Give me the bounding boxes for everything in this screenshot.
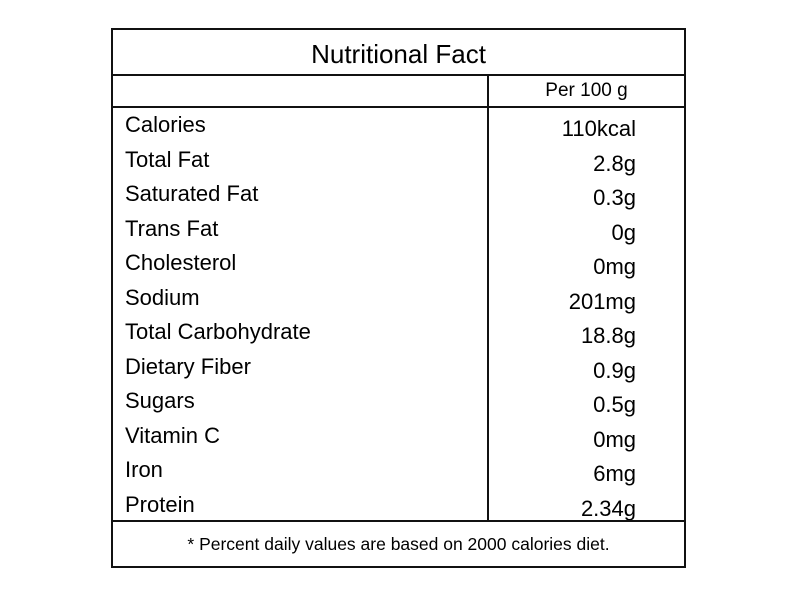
nutrient-row: Vitamin C 0mg [113,423,684,458]
nutrient-row: Cholesterol 0mg [113,250,684,285]
nutrient-name: Sodium [125,284,200,310]
nutrient-value: 0.3g [593,185,636,210]
nutrient-row: Saturated Fat 0.3g [113,181,684,216]
nutrient-value: 0.9g [593,357,636,383]
nutrient-name: Protein [125,491,195,517]
nutrient-row: Protein 2.34g [113,492,684,527]
nutrient-row: Sodium 201mg [113,285,684,320]
column-header: Per 100 g [545,80,628,101]
nutrient-value: 0mg [593,254,636,279]
table-title: Nutritional Fact [113,30,684,76]
nutrient-name: Iron [125,457,163,482]
nutrient-name: Sugars [125,388,195,413]
nutrient-value: 18.8g [580,323,636,348]
nutrition-table: Nutritional Fact Per 100 g Calories 110kc… [111,28,686,568]
nutrient-name: Calories [125,112,206,137]
nutrient-value: 2.8g [593,150,636,176]
nutrient-row: Sugars 0.5g [113,388,684,423]
nutrient-name: Cholesterol [125,250,237,275]
nutrient-value: 2.34g [580,495,636,521]
nutrient-name: Total Fat [125,146,210,172]
nutrient-row: Total Fat 2.8g [113,147,684,182]
nutrient-name: Saturated Fat [125,181,259,206]
nutrient-value: 6mg [593,461,636,486]
nutrient-value: 0.5g [593,392,636,417]
nutrient-row: Iron 6mg [113,457,684,492]
footnote: * Percent daily values are based on 2000… [113,520,684,568]
nutrient-row: Total Carbohydrate 18.8g [113,319,684,354]
header-row [113,74,684,108]
nutrient-row: Calories 110kcal [113,112,684,147]
rows: Calories 110kcal Total Fat 2.8g Saturated Fa… [113,112,684,526]
nutrient-value: 0mg [593,426,636,452]
nutrient-name: Dietary Fiber [125,353,251,379]
nutrient-value: 0g [611,219,636,245]
nutrient-name: Total Carbohydrate [125,319,311,344]
nutrient-value: 110kcal [561,116,636,141]
nutrient-name: Vitamin C [125,422,220,448]
nutrient-value: 201mg [568,288,636,314]
nutrient-row: Dietary Fiber 0.9g [113,354,684,389]
nutrient-name: Trans Fat [125,215,219,241]
nutrient-row: Trans Fat 0g [113,216,684,251]
column-divider [487,74,489,520]
